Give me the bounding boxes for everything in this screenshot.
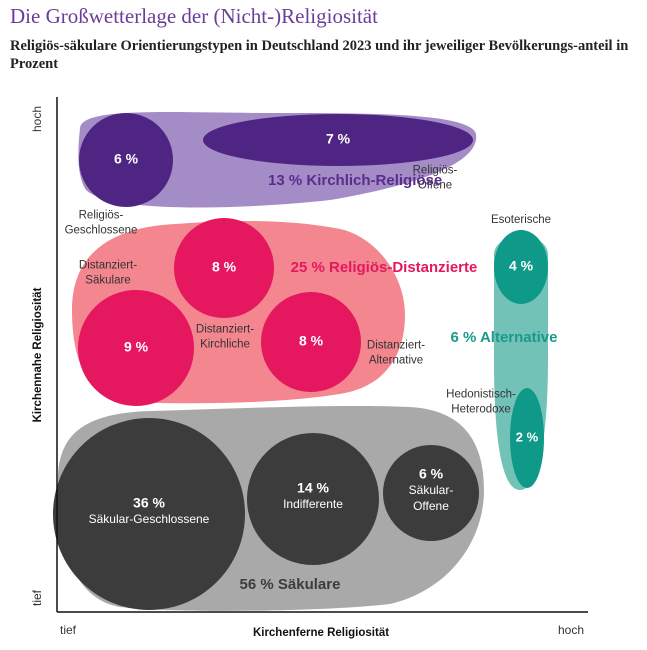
x-tick-label: tief	[60, 623, 77, 637]
bubble-distanziert-alternative-name-label: Alternative	[369, 355, 423, 367]
bubble-distanziert-kirchliche-name-label: Kirchliche	[200, 339, 250, 351]
group-label-13-kirchlich-religiöse: 13 % Kirchlich-Religiöse	[268, 172, 442, 189]
group-label-56-säkulare: 56 % Säkulare	[240, 576, 341, 593]
bubble-distanziert-kirchliche-value-label: 9 %	[124, 339, 149, 355]
bubble-distanziert-alternative-value-label: 8 %	[299, 333, 324, 349]
bubble-hedonistisch-heterodoxe-value-label: 2 %	[516, 429, 539, 444]
bubble-religiös-offene-name-label: Offene	[418, 180, 452, 192]
bubble-säkular-offene-value-label: 6 %	[419, 466, 444, 482]
bubble-distanziert-säkulare	[174, 218, 274, 318]
bubble-distanziert-alternative-name-label: Distanziert-	[367, 340, 425, 352]
bubble-säkular-offene	[383, 445, 479, 541]
y-tick-label: tief	[30, 589, 44, 606]
bubble-distanziert-kirchliche-name-label: Distanziert-	[196, 324, 254, 336]
x-tick-label: hoch	[558, 623, 584, 637]
bubble-religiös-offene	[203, 114, 473, 166]
y-axis-label: Kirchennahe Religiosität	[32, 287, 44, 422]
bubble-religiös-offene-value-label: 7 %	[326, 131, 351, 147]
group-label-6-alternative: 6 % Alternative	[451, 329, 558, 346]
bubble-distanziert-alternative	[261, 292, 361, 392]
bubble-religiös-geschlossene-value-label: 6 %	[114, 151, 139, 167]
bubble-hedonistisch-heterodoxe-name-label: Hedonistisch-	[446, 389, 516, 401]
chart-title: Die Großwetterlage der (Nicht-)Religiosi…	[10, 4, 378, 28]
bubble-indifferente	[247, 433, 379, 565]
bubble-säkular-geschlossene-name-label: Säkular-Geschlossene	[89, 512, 210, 526]
bubble-distanziert-säkulare-name-label: Distanziert-	[79, 260, 137, 272]
bubble-indifferente-name-label: Indifferente	[283, 497, 343, 511]
bubble-religiös-geschlossene-name-label: Geschlossene	[65, 225, 138, 237]
y-tick-label: hoch	[30, 106, 44, 132]
bubble-esoterische-name-label: Esoterische	[491, 214, 551, 226]
bubble-hedonistisch-heterodoxe-name-label: Heterodoxe	[451, 404, 510, 416]
bubble-religiös-geschlossene	[79, 113, 173, 207]
bubble-indifferente-value-label: 14 %	[297, 480, 329, 496]
bubble-säkular-geschlossene	[53, 418, 245, 610]
bubble-distanziert-kirchliche	[78, 290, 194, 406]
bubble-säkular-geschlossene-value-label: 36 %	[133, 495, 165, 511]
bubble-religiös-geschlossene-name-label: Religiös-	[79, 210, 124, 222]
x-axis-label: Kirchenferne Religiosität	[253, 627, 389, 639]
bubble-hedonistisch-heterodoxe	[510, 388, 544, 488]
bubble-esoterische-value-label: 4 %	[509, 258, 534, 274]
bubble-säkular-offene-name-label: Säkular-	[409, 483, 454, 497]
chart-subtitle: Religiös-säkulare Orientierungstypen in …	[10, 38, 629, 72]
bubble-distanziert-säkulare-name-label: Säkulare	[85, 275, 130, 287]
bubble-religiös-offene-name-label: Religiös-	[413, 165, 458, 177]
bubble-distanziert-säkulare-value-label: 8 %	[212, 259, 237, 275]
bubble-esoterische	[494, 230, 548, 304]
group-label-25-religiös-distanzierte: 25 % Religiös-Distanzierte	[291, 259, 478, 276]
bubble-säkular-offene-name-label: Offene	[413, 499, 449, 513]
